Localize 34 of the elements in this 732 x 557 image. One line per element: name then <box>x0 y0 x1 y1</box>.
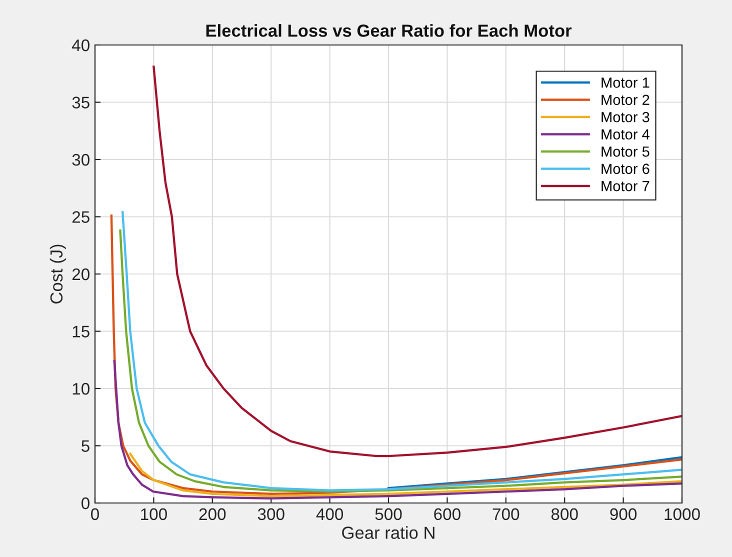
y-tick-label: 15 <box>72 326 90 338</box>
x-tick-label: 800 <box>551 508 578 520</box>
chart-title: Electrical Loss vs Gear Ratio for Each Motor <box>206 24 572 37</box>
y-tick-label: 25 <box>72 211 90 223</box>
line-series <box>129 452 682 498</box>
line-series <box>152 66 682 458</box>
y-tick-label: 0 <box>82 497 90 510</box>
y-axis-title: Cost (J) <box>50 244 66 304</box>
legend-label: Motor 3 <box>602 112 650 122</box>
x-tick-label: 0 <box>91 508 99 520</box>
line-series <box>387 456 682 490</box>
x-tick-label: 1000 <box>664 508 700 520</box>
x-tick-label: 900 <box>610 508 637 520</box>
y-tick-label: 5 <box>82 440 90 452</box>
y-tick-label: 30 <box>72 154 90 166</box>
x-tick-label: 400 <box>316 508 344 520</box>
legend-label: Motor 4 <box>602 129 650 140</box>
x-tick-label: 200 <box>199 508 226 520</box>
line-series <box>113 360 682 500</box>
legend-label: Motor 1 <box>602 78 650 88</box>
y-tick-label: 40 <box>72 39 90 52</box>
x-tick-label: 100 <box>141 508 167 520</box>
legend-label: Motor 6 <box>602 164 650 174</box>
x-tick-label: 600 <box>434 508 460 520</box>
x-axis-title: Gear ratio N <box>342 526 434 539</box>
legend-label: Motor 7 <box>602 181 650 192</box>
x-tick-label: 700 <box>492 508 520 520</box>
y-tick-label: 20 <box>72 268 90 280</box>
x-tick-label: 500 <box>375 508 402 520</box>
legend-label: Motor 2 <box>602 94 650 106</box>
x-tick-label: 300 <box>258 508 284 520</box>
legend-label: Motor 5 <box>602 146 650 157</box>
y-tick-label: 10 <box>72 382 90 395</box>
y-tick-label: 35 <box>72 96 90 108</box>
